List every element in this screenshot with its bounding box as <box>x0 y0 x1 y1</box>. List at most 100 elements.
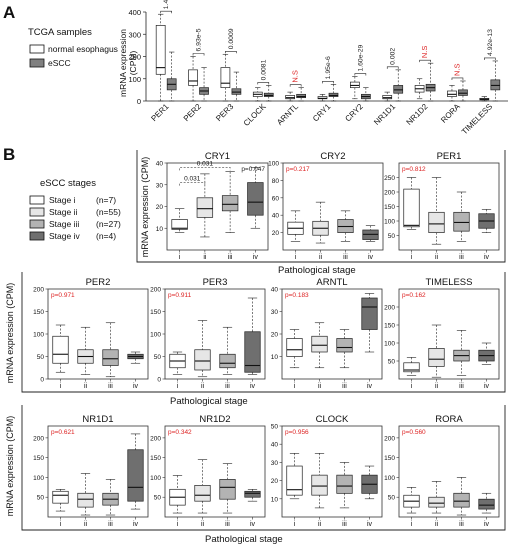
panel-a-pval-9: N.S <box>452 63 461 76</box>
boxplot-title-cry1: CRY1 <box>205 151 230 162</box>
panel-a-box-escc-4-box <box>296 93 306 99</box>
boxplot-ytick-label-rora-0: 50 <box>388 495 396 502</box>
boxplot-ytick-label-per2-0: 0 <box>40 377 44 384</box>
boxplot-xtick-label-nr1d1-3: iv <box>133 521 139 528</box>
boxplot-xtick-label-timeless-1: ii <box>435 383 439 390</box>
boxplot-ytick-label-clock-4: 50 <box>271 424 279 431</box>
panel-a-xtick-label-5: CRY1 <box>311 102 333 124</box>
boxplot-ytick-label-per1-2: 150 <box>384 204 395 211</box>
panel-a-box-normal-4-box <box>285 95 295 100</box>
panel-a-pval-5: 1.95e-6 <box>325 56 332 79</box>
panel-a-pval-1: 6.93e-5 <box>196 28 203 51</box>
panel-a-letter: A <box>3 3 15 22</box>
boxplot-xtick-label-cry2-3: iv <box>368 254 374 261</box>
panel-a-pval-4: N.S <box>291 70 300 83</box>
boxplot-xtick-label-per1-0: i <box>411 254 413 261</box>
boxplot-cry1-stage-1-box <box>196 197 214 218</box>
boxplot-ytick-label-arntl-0: 10 <box>271 354 279 361</box>
stage-legend-n-2: (n=27) <box>96 219 121 229</box>
panel-a-sig-bracket-8 <box>419 59 431 63</box>
panel-a-sig-bracket-1 <box>192 53 205 56</box>
boxplot-arntl-stage-1-box <box>311 335 328 353</box>
cry1-sig-label-bottom: 0.031 <box>184 176 201 183</box>
panel-a-sig-bracket-2 <box>225 50 237 54</box>
legend-label-normal: normal esophagus <box>48 44 118 54</box>
boxplot-clock-stage-0-box <box>286 465 303 496</box>
boxplot-per1-stage-2-box <box>453 211 470 232</box>
panel-a-pval-8: N.S <box>420 46 429 59</box>
panel-a-box-normal-2-box <box>220 67 231 88</box>
boxplot-xtick-label-per2-1: ii <box>84 383 88 390</box>
boxplot-arntl-stage-3-box <box>361 297 378 330</box>
panel-a-ytick-label-0: 0 <box>137 97 141 106</box>
boxplot-title-per1: PER1 <box>437 151 462 162</box>
boxplot-xtick-label-per1-1: ii <box>435 254 439 261</box>
boxplot-ytick-label-per2-3: 150 <box>33 309 44 316</box>
panel-a-box-escc-10-box <box>490 79 501 91</box>
panel-a-pval-3: 0.0081 <box>260 59 267 80</box>
boxplot-ytick-label-per3-1: 50 <box>154 354 162 361</box>
panel-a-ylabel-line1: mRNA expression <box>118 29 128 97</box>
stage-legend-n-0: (n=7) <box>96 195 116 205</box>
boxplot-xtick-label-per2-0: i <box>60 383 62 390</box>
boxplot-ytick-label-timeless-1: 100 <box>384 341 395 348</box>
stage-legend-swatch-3 <box>29 231 45 241</box>
stage-legend-label-0: Stage i <box>49 195 76 205</box>
panel-a-sig-bracket-3 <box>257 82 270 85</box>
boxplot-timeless-stage-0-box <box>403 362 420 373</box>
cry1-sig-bracket-top <box>179 167 231 171</box>
boxplot-title-cry2: CRY2 <box>320 151 345 162</box>
boxplot-ytick-label-per2-4: 200 <box>33 287 44 294</box>
boxplot-cry1-stage-3-box <box>247 182 264 216</box>
row1-bracket <box>136 150 506 263</box>
panel-a-pval-10: 4.92e-13 <box>487 29 494 56</box>
boxplot-clock-stage-2-box <box>336 474 353 494</box>
boxplot-xtick-label-rora-3: iv <box>484 521 490 528</box>
boxplot-rora-stage-1-box <box>428 496 445 508</box>
panel-a-box-normal-0-box <box>155 25 166 75</box>
panel-b-legend: Stage i (n=7) Stage ii (n=55) Stage iii (n=27… <box>29 195 121 241</box>
row2-xlabel: Pathological stage <box>170 396 248 407</box>
boxplot-ytick-label-nr1d1-2: 150 <box>33 455 44 462</box>
boxplot-ytick-label-per2-1: 50 <box>37 354 45 361</box>
boxplot-ytick-label-per2-2: 100 <box>33 332 44 339</box>
boxplot-cry1-stage-0-box <box>171 219 188 230</box>
stage-legend-swatch-0 <box>29 195 45 205</box>
boxplot-ytick-label-cry1-3: 40 <box>156 161 164 168</box>
panel-a-pval-2: 0.0009 <box>228 28 235 49</box>
boxplot-frame-clock <box>281 425 383 518</box>
boxplot-ytick-label-nr1d2-3: 200 <box>150 435 161 442</box>
boxplot-pval-cry2: p=0.217 <box>286 166 310 173</box>
boxplot-xtick-label-per2-3: iv <box>133 383 139 390</box>
boxplot-ytick-label-arntl-2: 30 <box>271 309 279 316</box>
boxplot-nr1d1-stage-1-box <box>77 492 94 508</box>
panel-b-letter: B <box>3 145 15 164</box>
boxplot-frame-timeless <box>398 288 500 380</box>
boxplot-pval-clock: p=0.956 <box>285 429 309 436</box>
boxplot-ytick-label-per3-3: 150 <box>150 309 161 316</box>
boxplot-per2-stage-2-box <box>102 349 119 366</box>
panel-a-box-normal-1-box <box>188 69 198 86</box>
boxplot-xtick-label-timeless-3: iv <box>484 383 490 390</box>
boxplot-ytick-label-nr1d2-1: 100 <box>150 475 161 482</box>
boxplot-ytick-label-arntl-1: 20 <box>271 332 279 339</box>
boxplot-pval-arntl: p=0.183 <box>285 292 309 299</box>
cry1-sig-bracket-bottom <box>179 182 206 186</box>
boxplot-title-clock: CLOCK <box>316 414 349 425</box>
cry1-sig-label-top: 0.031 <box>197 160 214 167</box>
panel-a-pval-7: 0.002 <box>390 48 397 65</box>
panel-a-xtick-label-2: PER3 <box>214 102 236 124</box>
boxplot-xtick-label-per1-2: iii <box>459 254 464 261</box>
panel-a-chart: 0 100 200 300 400 PER1 1.45e-6 PER2 6.93e-5 PER3 0… <box>128 0 508 136</box>
boxplot-rora-stage-2-box <box>453 492 470 508</box>
boxplot-ytick-label-cry1-2: 30 <box>156 182 164 189</box>
panel-a-box-escc-7-box <box>393 85 404 94</box>
boxplot-xtick-label-cry2-1: ii <box>319 254 323 261</box>
boxplot-ytick-label-clock-0: 10 <box>271 496 279 503</box>
